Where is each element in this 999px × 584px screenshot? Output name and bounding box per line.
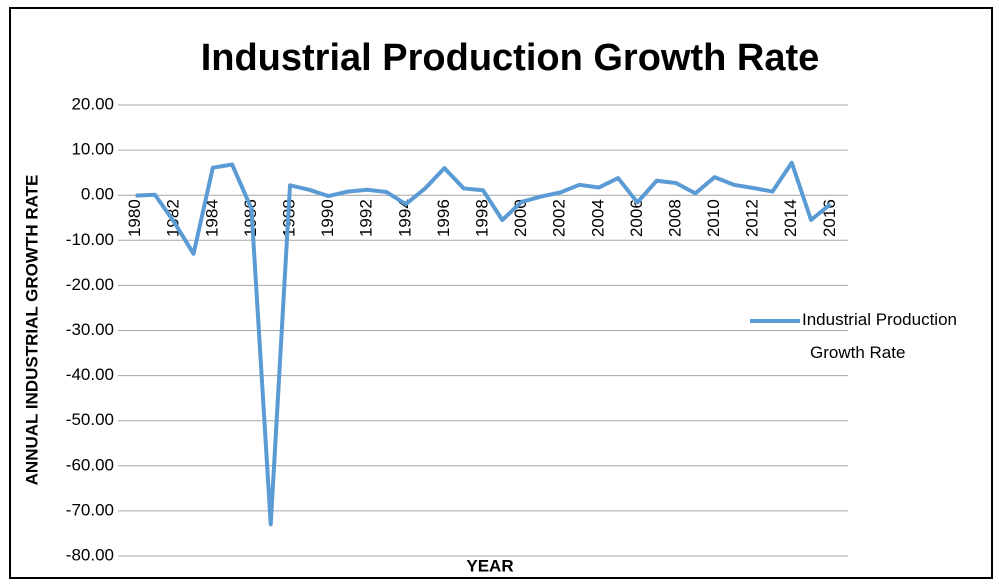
- x-tick-label: 1996: [434, 199, 453, 237]
- y-tick-label: -20.00: [66, 275, 114, 294]
- chart-title: Industrial Production Growth Rate: [201, 37, 820, 79]
- y-axis-label: ANNUAL INDUSTRIAL GROWTH RATE: [22, 175, 41, 486]
- x-tick-label: 2014: [781, 199, 800, 237]
- y-tick-label: -10.00: [66, 230, 114, 249]
- y-tick-label: 10.00: [71, 140, 114, 159]
- x-tick-label: 2010: [704, 199, 723, 237]
- y-tick-label: -30.00: [66, 320, 114, 339]
- x-tick-label: 2008: [665, 199, 684, 237]
- x-tick-label: 2012: [743, 199, 762, 237]
- x-axis-label: YEAR: [466, 556, 513, 575]
- x-tick-label: 1998: [472, 199, 491, 237]
- y-tick-label: 20.00: [71, 94, 114, 113]
- x-tick-label: 1990: [318, 199, 337, 237]
- y-tick-label: -50.00: [66, 410, 114, 429]
- chart-frame: [9, 7, 993, 579]
- x-tick-label: 2006: [627, 199, 646, 237]
- legend-label: Industrial Production Growth Rate: [802, 310, 957, 362]
- y-tick-label: -40.00: [66, 365, 114, 384]
- series-line: [135, 160, 832, 527]
- x-tick-label: 1984: [202, 199, 221, 237]
- x-tick-label: 2004: [588, 199, 607, 237]
- x-tick-label: 2002: [550, 199, 569, 237]
- y-tick-label: -80.00: [66, 545, 114, 564]
- y-tick-label: -70.00: [66, 500, 114, 519]
- y-tick-label: -60.00: [66, 455, 114, 474]
- y-tick-label: 0.00: [81, 185, 114, 204]
- x-tick-label: 1980: [125, 199, 144, 237]
- x-tick-label: 1994: [395, 199, 414, 237]
- x-tick-label: 1992: [357, 199, 376, 237]
